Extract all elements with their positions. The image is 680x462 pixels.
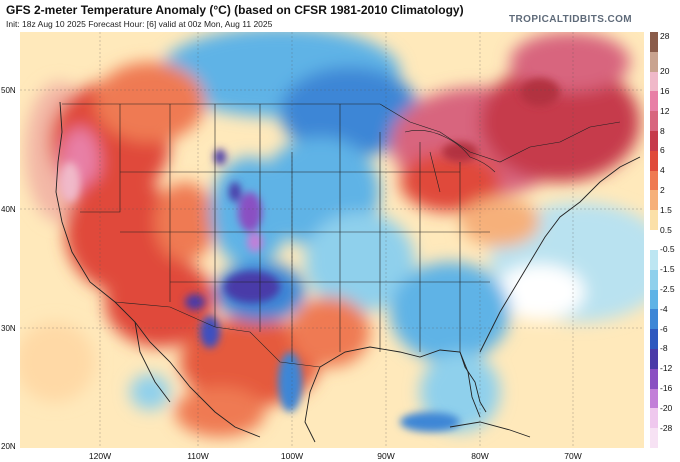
colorbar-segment <box>650 190 658 211</box>
anomaly-map <box>20 32 644 448</box>
political-borders <box>62 103 621 368</box>
colorbar-segment <box>650 131 658 152</box>
colorbar-segment <box>650 329 658 350</box>
colorbar-segment <box>650 230 658 251</box>
colorbar-segment <box>650 210 658 231</box>
colorbar-segment <box>650 309 658 330</box>
colorbar-label: -6 <box>660 323 668 334</box>
colorbar-segment <box>650 111 658 132</box>
colorbar-segment <box>650 150 658 172</box>
colorbar-segment <box>650 289 658 310</box>
lat-label: 40N <box>1 205 16 214</box>
colorbar-segment <box>650 428 658 449</box>
map-title: GFS 2-meter Temperature Anomaly (°C) (ba… <box>6 3 464 17</box>
colorbar-segment <box>650 348 658 370</box>
lon-label: 100W <box>280 451 304 461</box>
colorbar-segment <box>650 388 658 409</box>
colorbar-label: -28 <box>660 422 673 433</box>
lon-label: 70W <box>564 451 582 461</box>
colorbar-label: 0.5 <box>660 224 672 235</box>
colorbar-segment <box>650 170 658 191</box>
colorbar-label: 4 <box>660 165 665 176</box>
colorbar-segment <box>650 71 658 92</box>
lat-label: 30N <box>1 324 16 333</box>
anomaly-hotspots <box>60 78 560 432</box>
colorbar-label: -8 <box>660 343 668 354</box>
lon-label: 80W <box>471 451 489 461</box>
colorbar-label: -20 <box>660 402 673 413</box>
lon-label: 90W <box>377 451 395 461</box>
colorbar-label: 12 <box>660 105 670 116</box>
colorbar-segment <box>650 408 658 429</box>
colorbar-segment <box>650 91 658 112</box>
colorbar-label: 2 <box>660 184 665 195</box>
colorbar-label: -4 <box>660 303 668 314</box>
lon-label: 110W <box>187 451 209 461</box>
lon-label: 120W <box>88 451 112 461</box>
lat-lon-grid <box>20 32 644 448</box>
colorbar-label: 1.5 <box>660 204 672 215</box>
colorbar-label: 16 <box>660 85 670 96</box>
colorbar-label: 6 <box>660 145 665 156</box>
colorbar-label: 8 <box>660 125 665 136</box>
colorbar-label: 20 <box>660 66 670 77</box>
colorbar-label: -1.5 <box>660 264 675 275</box>
colorbar-label: -16 <box>660 383 673 394</box>
colorbar-label: -2.5 <box>660 284 675 295</box>
colorbar-label: -12 <box>660 363 673 374</box>
colorbar-segment <box>650 32 658 53</box>
colorbar-segment <box>650 249 658 271</box>
colorbar-legend: 28 20 16 12 8 6 4 2 1.5 0.5 -0.5 -1.5 -2.5 -4 -6 -8 -12 -… <box>650 30 680 449</box>
colorbar-label: 28 <box>660 30 670 41</box>
lat-label: 20N <box>1 442 16 451</box>
colorbar-segment <box>650 368 658 390</box>
brand-logo-text: TROPICALTIDBITS.COM <box>509 14 632 25</box>
colorbar-label: -0.5 <box>660 244 675 255</box>
colorbar-segment <box>650 51 658 73</box>
colorbar-segment <box>650 269 658 290</box>
lat-label: 50N <box>1 86 16 95</box>
map-subtitle: Init: 18z Aug 10 2025 Forecast Hour: [6]… <box>6 19 273 29</box>
header: GFS 2-meter Temperature Anomaly (°C) (ba… <box>0 0 680 32</box>
